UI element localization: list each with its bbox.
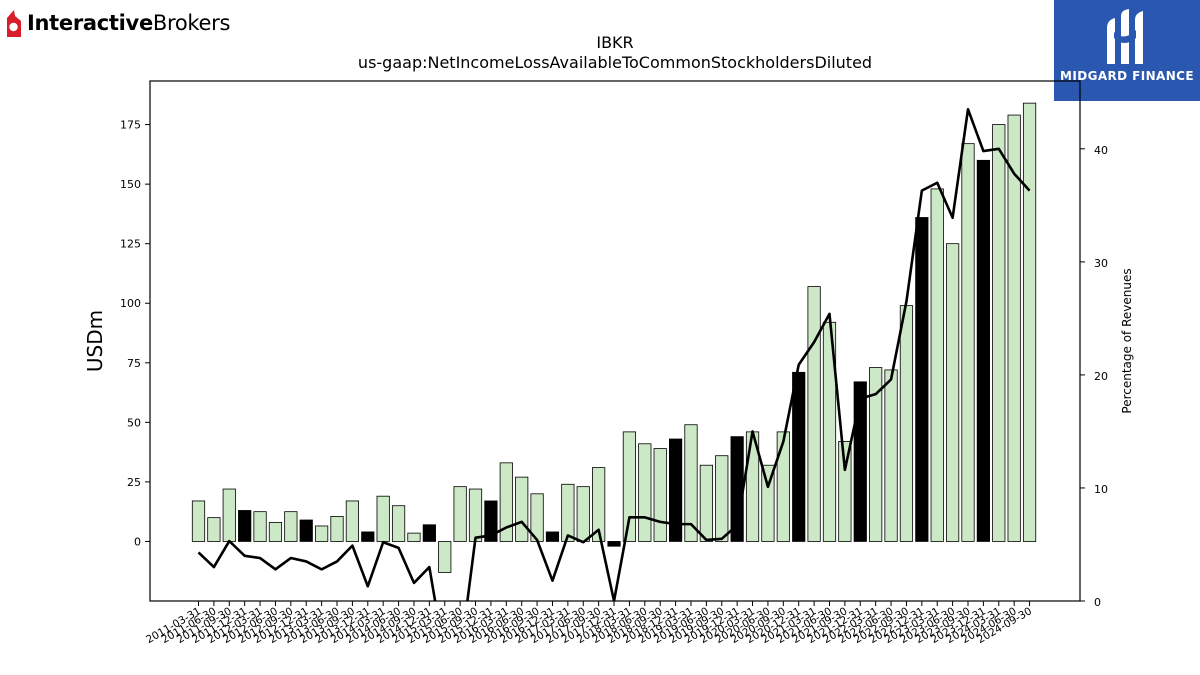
- bar: [853, 381, 867, 542]
- bar: [807, 286, 821, 542]
- bar: [776, 431, 790, 542]
- bar: [438, 541, 452, 573]
- y-tick-label: 100: [120, 297, 141, 310]
- bar: [946, 243, 960, 542]
- brand-logo: InteractiveBrokers: [5, 6, 230, 40]
- bar: [330, 516, 344, 542]
- bar: [638, 443, 652, 542]
- y2-tick-label: 0: [1094, 596, 1101, 609]
- brand-name: InteractiveBrokers: [27, 11, 230, 35]
- bar: [407, 532, 421, 542]
- bar: [561, 483, 575, 542]
- y-tick-label: 125: [120, 238, 141, 251]
- y-tick-label: 150: [120, 178, 141, 191]
- bar: [499, 462, 513, 542]
- ibkr-flame-icon: [7, 10, 21, 37]
- y2-tick-label: 10: [1094, 483, 1108, 496]
- midgard-logo-icon: [1107, 9, 1143, 64]
- bar: [915, 217, 929, 542]
- axes: 02550751001251501750102030402011-03-3120…: [120, 80, 1108, 646]
- bar: [761, 464, 775, 542]
- brand-name-light: Brokers: [152, 11, 231, 35]
- bar: [715, 455, 729, 542]
- bar: [1022, 102, 1037, 542]
- bar: [315, 525, 329, 542]
- plot-area: [191, 102, 1037, 601]
- bar: [792, 371, 806, 542]
- bar: [961, 143, 975, 542]
- y-tick-label: 50: [127, 416, 141, 429]
- bar: [422, 524, 436, 542]
- bar: [699, 464, 713, 542]
- chart-subtitle: us-gaap:NetIncomeLossAvailableToCommonSt…: [358, 53, 872, 72]
- bar: [191, 500, 206, 542]
- brand-name-bold: Interactive: [27, 11, 153, 35]
- bar: [607, 541, 621, 547]
- bar: [668, 438, 683, 542]
- bar: [207, 517, 221, 542]
- midgard-name: MIDGARD FINANCE: [1060, 69, 1194, 83]
- bar: [930, 188, 944, 542]
- bar: [253, 511, 267, 542]
- bar: [869, 367, 883, 542]
- series-group: [191, 102, 1037, 601]
- bar: [992, 124, 1006, 542]
- bar: [376, 495, 390, 542]
- bar: [899, 305, 914, 542]
- y-tick-label: 25: [127, 476, 141, 489]
- percentage-line: [197, 107, 1031, 601]
- bar: [653, 448, 667, 542]
- y2-tick-label: 20: [1094, 370, 1108, 383]
- bar: [284, 511, 298, 542]
- y-axis-label: USDm: [83, 310, 107, 372]
- chart-title: IBKR: [596, 33, 633, 52]
- y-tick-label: 75: [127, 357, 141, 370]
- bar: [515, 476, 529, 542]
- bar: [976, 159, 990, 542]
- bar: [576, 486, 590, 542]
- bar: [484, 500, 498, 542]
- bar: [391, 505, 406, 542]
- bar: [238, 510, 252, 542]
- bar: [345, 500, 360, 542]
- y2-axis-label: Percentage of Revenues: [1120, 268, 1134, 413]
- bar: [838, 440, 852, 542]
- bar: [222, 488, 236, 542]
- bar: [884, 369, 898, 542]
- y-tick-label: 175: [120, 119, 141, 132]
- y-tick-label: 0: [134, 535, 141, 548]
- bar: [268, 521, 283, 542]
- bar: [545, 531, 560, 542]
- y2-tick-label: 40: [1094, 144, 1108, 157]
- bar: [299, 519, 313, 542]
- bar: [592, 467, 606, 542]
- bar: [684, 424, 698, 542]
- bar: [453, 486, 467, 542]
- y2-tick-label: 30: [1094, 257, 1108, 270]
- bar: [622, 431, 637, 542]
- bar: [1007, 114, 1021, 542]
- bar: [468, 488, 483, 542]
- midgard-badge: MIDGARD FINANCE: [1054, 0, 1200, 101]
- plot-frame: [149, 80, 1081, 602]
- bar: [361, 531, 375, 542]
